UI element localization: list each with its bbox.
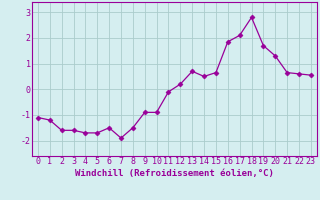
X-axis label: Windchill (Refroidissement éolien,°C): Windchill (Refroidissement éolien,°C) [75, 169, 274, 178]
